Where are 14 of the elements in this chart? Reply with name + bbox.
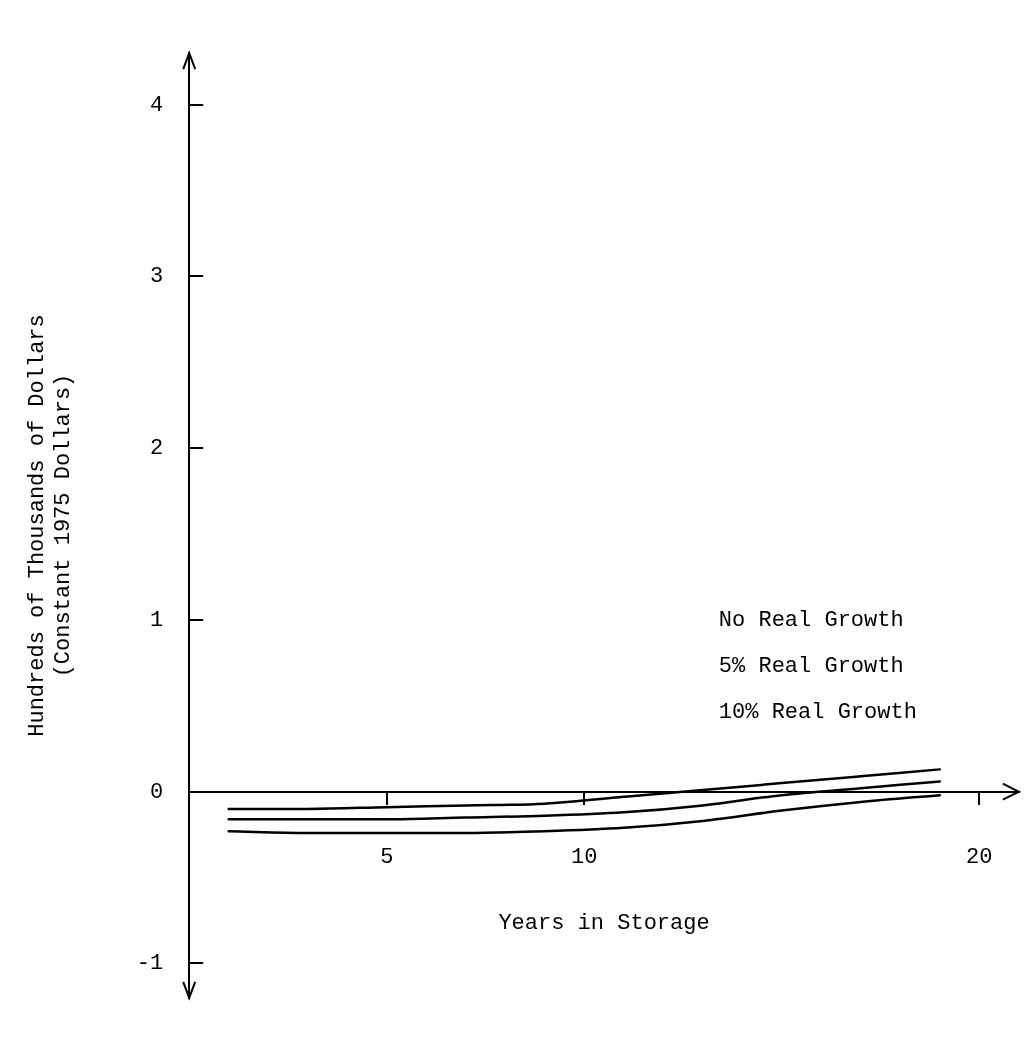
x-tick-label: 20 [966, 844, 993, 870]
y-tick-label: 4 [150, 92, 164, 118]
x-tick-label: 5 [380, 844, 394, 870]
y-tick-label: -1 [136, 951, 164, 977]
y-tick-label: 1 [150, 607, 164, 633]
annotation: 5% Real Growth [718, 653, 904, 679]
y-axis-title: Hundreds of Thousands of Dollars (Constant 1975 Dollars) [25, 314, 77, 737]
y-tick-label: 0 [150, 779, 164, 805]
x-tick-label: 10 [571, 844, 598, 870]
y-tick-label: 3 [150, 264, 164, 290]
annotation: No Real Growth [718, 607, 904, 633]
x-axis-title: Years in Storage [498, 911, 710, 937]
annotation: 10% Real Growth [718, 699, 917, 725]
y-tick-label: 2 [150, 436, 164, 462]
